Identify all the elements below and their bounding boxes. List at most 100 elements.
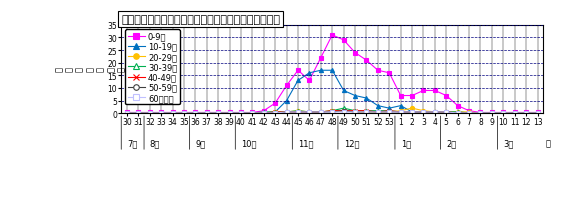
0-9歳 [192, 112, 199, 114]
30-39歳 [192, 112, 199, 115]
30-39歳 [283, 111, 290, 114]
20-29歳 [181, 112, 187, 115]
20-29歳 [523, 112, 530, 115]
30-39歳 [466, 112, 473, 115]
Line: 60歳以上: 60歳以上 [125, 110, 539, 115]
10-19歳 [329, 70, 336, 72]
10-19歳 [386, 107, 393, 110]
20-29歳 [511, 112, 518, 115]
50-59歳 [249, 112, 256, 115]
50-59歳 [318, 111, 324, 114]
10-19歳 [295, 80, 302, 82]
30-39歳 [181, 112, 187, 115]
10-19歳 [169, 112, 176, 114]
20-29歳 [375, 111, 381, 114]
60歳以上 [306, 111, 313, 114]
10-19歳 [226, 112, 233, 114]
40-49歳 [488, 112, 495, 115]
Line: 20-29歳: 20-29歳 [125, 106, 539, 115]
0-9歳 [238, 112, 245, 114]
50-59歳 [420, 111, 427, 114]
30-39歳 [523, 112, 530, 115]
40-49歳 [272, 111, 278, 114]
30-39歳 [329, 110, 336, 112]
30-39歳 [123, 112, 130, 115]
0-9歳 [306, 80, 313, 82]
0-9歳 [283, 85, 290, 87]
30-39歳 [306, 111, 313, 114]
50-59歳 [306, 111, 313, 114]
0-9歳 [351, 52, 358, 54]
60歳以上 [363, 111, 370, 114]
Line: 40-49歳: 40-49歳 [125, 109, 539, 115]
30-39歳 [431, 111, 438, 114]
Line: 50-59歳: 50-59歳 [125, 109, 539, 115]
0-9歳 [511, 112, 518, 114]
60歳以上 [443, 111, 449, 114]
50-59歳 [500, 112, 507, 115]
60歳以上 [181, 112, 187, 115]
20-29歳 [226, 112, 233, 115]
50-59歳 [181, 112, 187, 115]
50-59歳 [226, 112, 233, 115]
Text: 10月: 10月 [241, 139, 256, 147]
50-59歳 [511, 112, 518, 115]
20-29歳 [500, 112, 507, 115]
40-49歳 [249, 112, 256, 115]
0-9歳 [215, 112, 221, 114]
0-9歳 [340, 40, 347, 42]
20-29歳 [135, 112, 142, 115]
50-59歳 [363, 111, 370, 114]
10-19歳 [351, 95, 358, 97]
10-19歳 [318, 70, 324, 72]
30-39歳 [295, 110, 302, 112]
Text: 愛媛県　年齢区分にみた定点当たり患者報告数の推移: 愛媛県 年齢区分にみた定点当たり患者報告数の推移 [121, 15, 280, 25]
40-49歳 [147, 112, 153, 115]
20-29歳 [318, 111, 324, 114]
20-29歳 [420, 110, 427, 112]
60歳以上 [215, 112, 221, 115]
30-39歳 [340, 107, 347, 110]
0-9歳 [295, 70, 302, 72]
30-39歳 [488, 112, 495, 115]
40-49歳 [523, 112, 530, 115]
0-9歳 [534, 112, 541, 114]
10-19歳 [500, 112, 507, 114]
60歳以上 [511, 112, 518, 115]
50-59歳 [409, 111, 415, 114]
20-29歳 [431, 111, 438, 114]
40-49歳 [192, 112, 199, 115]
50-59歳 [203, 112, 210, 115]
30-39歳 [203, 112, 210, 115]
60歳以上 [158, 112, 165, 115]
40-49歳 [181, 112, 187, 115]
40-49歳 [340, 110, 347, 112]
10-19歳 [238, 112, 245, 114]
50-59歳 [443, 111, 449, 114]
20-29歳 [306, 111, 313, 114]
30-39歳 [215, 112, 221, 115]
0-9歳 [454, 105, 461, 107]
10-19歳 [249, 112, 256, 114]
60歳以上 [329, 111, 336, 114]
0-9歳 [181, 112, 187, 114]
60歳以上 [386, 111, 393, 114]
40-49歳 [420, 111, 427, 114]
0-9歳 [431, 90, 438, 92]
30-39歳 [363, 110, 370, 112]
10-19歳 [203, 112, 210, 114]
60歳以上 [397, 111, 404, 114]
20-29歳 [409, 107, 415, 110]
10-19歳 [306, 72, 313, 75]
60歳以上 [272, 112, 278, 115]
40-49歳 [329, 110, 336, 112]
10-19歳 [511, 112, 518, 114]
60歳以上 [466, 112, 473, 115]
50-59歳 [375, 111, 381, 114]
20-29歳 [363, 111, 370, 114]
60歳以上 [226, 112, 233, 115]
40-49歳 [409, 111, 415, 114]
10-19歳 [123, 112, 130, 114]
20-29歳 [351, 111, 358, 114]
20-29歳 [477, 112, 484, 115]
